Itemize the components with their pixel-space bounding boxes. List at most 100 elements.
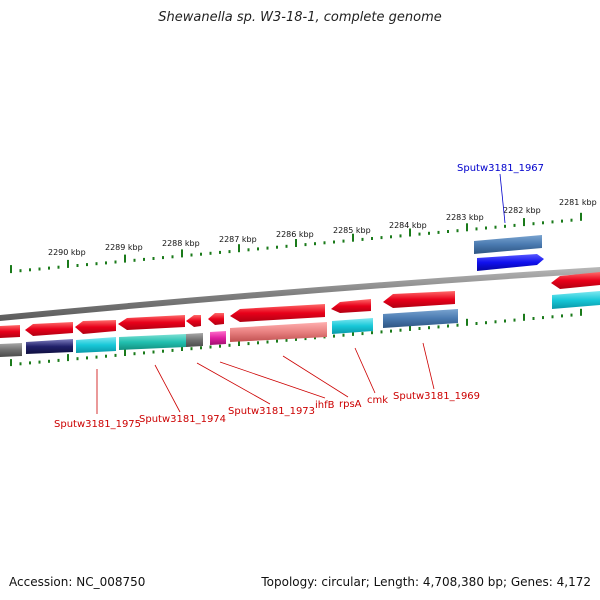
- minor-tick: [561, 314, 563, 318]
- cds-feature[interactable]: [474, 235, 542, 254]
- minor-tick: [95, 355, 98, 359]
- cds-feature[interactable]: [186, 315, 201, 327]
- minor-tick: [247, 248, 250, 252]
- gene-label-sputw3181-1975[interactable]: Sputw3181_1975: [54, 419, 141, 430]
- minor-tick: [475, 322, 478, 325]
- minor-tick: [162, 349, 164, 353]
- minor-tick: [219, 344, 221, 348]
- minor-tick: [228, 343, 231, 347]
- minor-tick: [371, 331, 373, 335]
- gene-label-rpsa[interactable]: rpsA: [339, 399, 362, 410]
- genome-backbone: [0, 267, 600, 321]
- cds-feature[interactable]: [119, 334, 186, 350]
- cds-feature[interactable]: [230, 322, 327, 342]
- minor-tick: [276, 339, 278, 343]
- cds-feature[interactable]: [186, 333, 203, 347]
- scale-label: 2288 kbp: [162, 239, 200, 248]
- minor-tick: [29, 361, 31, 365]
- cds-feature[interactable]: [210, 331, 226, 345]
- minor-tick: [114, 260, 117, 264]
- minor-tick: [532, 317, 535, 320]
- cds-feature[interactable]: [208, 313, 224, 325]
- gene-labels: Sputw3181_1967 Sputw3181_1975 Sputw3181_…: [54, 163, 544, 430]
- minor-tick: [561, 219, 563, 223]
- cds-feature[interactable]: [477, 254, 544, 271]
- minor-tick: [399, 328, 402, 332]
- minor-tick: [304, 243, 307, 247]
- minor-tick: [456, 229, 459, 233]
- cds-feature[interactable]: [75, 320, 116, 334]
- minor-tick: [542, 221, 544, 225]
- major-tick: [124, 254, 126, 263]
- minor-tick: [551, 220, 554, 224]
- minor-tick: [162, 256, 164, 260]
- major-tick: [523, 313, 525, 321]
- cds-feature[interactable]: [552, 291, 600, 309]
- cds-feature[interactable]: [331, 299, 371, 313]
- minor-tick: [361, 237, 364, 241]
- minor-tick: [143, 257, 145, 261]
- minor-tick: [399, 234, 402, 238]
- callout-line: [196, 362, 271, 405]
- cds-feature[interactable]: [230, 304, 325, 322]
- major-tick: [352, 233, 354, 242]
- cds-feature[interactable]: [0, 325, 20, 338]
- minor-tick: [209, 251, 212, 255]
- cds-feature[interactable]: [383, 309, 458, 328]
- minor-tick: [570, 313, 573, 317]
- minor-tick: [314, 242, 316, 246]
- scale-ticks-upper: [10, 212, 582, 274]
- minor-tick: [266, 246, 269, 250]
- minor-tick: [333, 334, 335, 338]
- minor-tick: [418, 327, 421, 330]
- cds-feature[interactable]: [332, 318, 373, 334]
- forward-strand-features: [474, 235, 544, 271]
- cds-feature[interactable]: [551, 272, 600, 289]
- minor-tick: [428, 326, 430, 330]
- cds-feature[interactable]: [0, 343, 22, 357]
- cds-feature[interactable]: [26, 339, 73, 354]
- minor-tick: [266, 340, 269, 344]
- minor-tick: [570, 218, 573, 222]
- major-tick: [67, 259, 69, 268]
- gene-label-sputw3181-1973[interactable]: Sputw3181_1973: [228, 406, 315, 417]
- minor-tick: [551, 315, 554, 319]
- scale-label: 2285 kbp: [333, 226, 371, 235]
- minor-tick: [38, 360, 41, 364]
- cds-feature[interactable]: [25, 322, 73, 336]
- callout-lines: [96, 173, 506, 414]
- minor-tick: [418, 232, 421, 236]
- scale-label: 2286 kbp: [276, 230, 314, 239]
- minor-tick: [38, 267, 41, 271]
- minor-tick: [504, 319, 506, 323]
- minor-tick: [200, 346, 202, 350]
- gene-label-sputw3181-1969[interactable]: Sputw3181_1969: [393, 391, 480, 402]
- minor-tick: [257, 247, 259, 251]
- genome-stats-text: Topology: circular; Length: 4,708,380 bp…: [261, 575, 591, 589]
- minor-tick: [304, 337, 307, 341]
- gene-label-cmk[interactable]: cmk: [367, 395, 388, 406]
- minor-tick: [171, 348, 174, 352]
- minor-tick: [105, 261, 107, 265]
- minor-tick: [48, 266, 50, 270]
- major-tick: [580, 212, 582, 221]
- minor-tick: [57, 358, 60, 362]
- major-tick: [523, 218, 525, 227]
- scale-label: 2284 kbp: [389, 221, 427, 230]
- minor-tick: [76, 264, 79, 267]
- major-tick: [124, 349, 126, 356]
- minor-tick: [105, 354, 107, 358]
- scale-ticks-lower: [10, 308, 582, 367]
- gene-label-ihfb[interactable]: ihfB: [315, 400, 335, 411]
- minor-tick: [19, 362, 22, 366]
- minor-tick: [485, 226, 487, 230]
- scale-label: 2289 kbp: [105, 243, 143, 252]
- cds-feature[interactable]: [76, 337, 116, 353]
- minor-tick: [228, 250, 231, 254]
- gene-label-sputw3181-1967[interactable]: Sputw3181_1967: [457, 163, 544, 174]
- major-tick: [10, 359, 12, 367]
- cds-feature[interactable]: [118, 315, 185, 330]
- gene-label-sputw3181-1974[interactable]: Sputw3181_1974: [139, 414, 226, 425]
- cds-feature[interactable]: [383, 291, 455, 308]
